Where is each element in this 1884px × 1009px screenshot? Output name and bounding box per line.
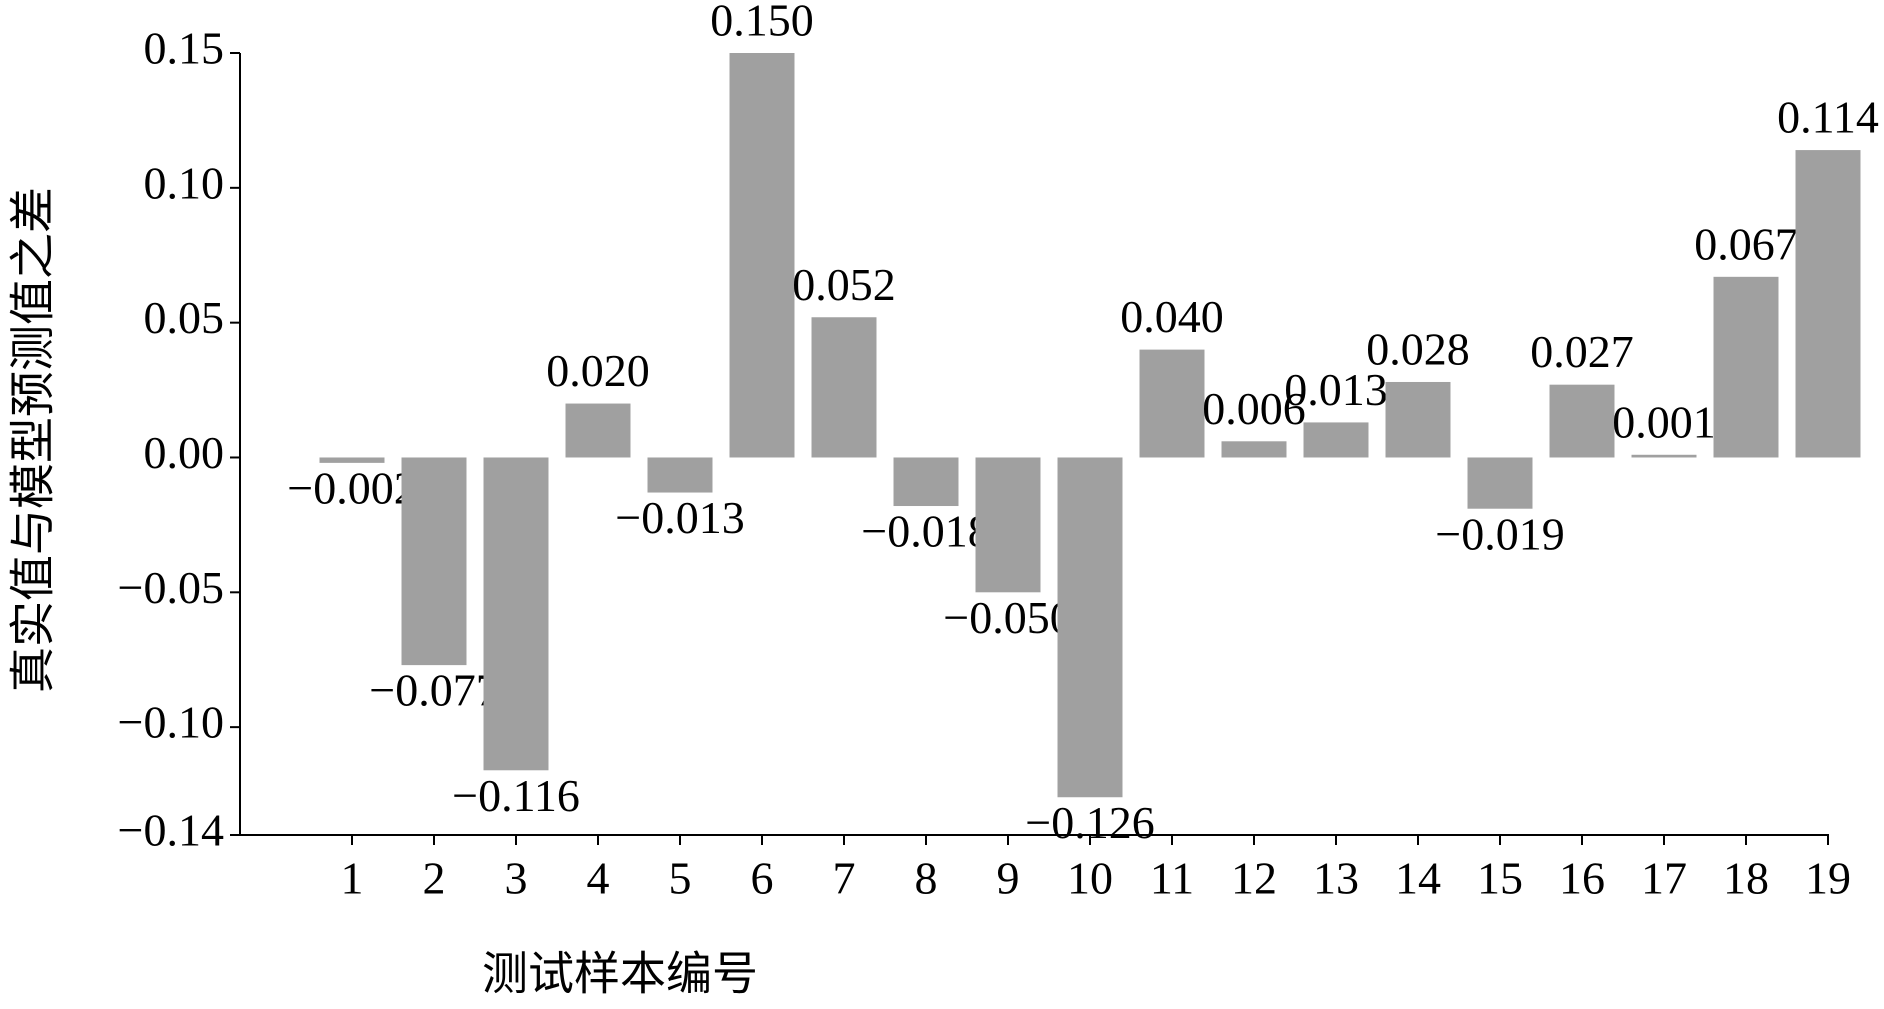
- bar: [893, 457, 959, 507]
- x-tick-label: 19: [1805, 853, 1851, 904]
- bar: [1549, 384, 1615, 458]
- value-label: 0.052: [792, 259, 896, 310]
- value-label: −0.013: [615, 492, 744, 543]
- x-tick-label: 10: [1067, 853, 1113, 904]
- value-label: −0.018: [861, 506, 990, 557]
- bar: [1057, 457, 1123, 798]
- x-tick-label: 5: [669, 853, 692, 904]
- bar: [1221, 441, 1287, 458]
- bar: [1631, 454, 1697, 458]
- x-tick-label: 18: [1723, 853, 1769, 904]
- bar: [811, 317, 877, 458]
- value-label: 0.027: [1530, 326, 1634, 377]
- bar: [1467, 457, 1533, 509]
- bar: [483, 457, 549, 771]
- bar: [729, 53, 795, 458]
- y-tick-label: −0.05: [118, 562, 224, 613]
- bar: [319, 457, 385, 463]
- bar: [565, 403, 631, 458]
- x-tick-label: 1: [341, 853, 364, 904]
- value-label: −0.050: [943, 592, 1072, 643]
- value-label: 0.001: [1612, 396, 1716, 447]
- bar: [401, 457, 467, 666]
- bar: [1713, 276, 1779, 458]
- y-tick-label: 0.05: [144, 292, 225, 343]
- x-tick-label: 14: [1395, 853, 1441, 904]
- value-label: −0.002: [287, 462, 416, 513]
- value-label: 0.006: [1202, 383, 1306, 434]
- bar: [1385, 381, 1451, 458]
- bar: [1303, 422, 1369, 458]
- value-label: −0.077: [369, 665, 498, 716]
- y-tick-label: −0.10: [118, 697, 224, 748]
- x-tick-label: 15: [1477, 853, 1523, 904]
- y-tick-label: 0.10: [144, 157, 225, 208]
- x-tick-label: 8: [915, 853, 938, 904]
- x-axis-title: 测试样本编号: [482, 949, 758, 1000]
- bar: [975, 457, 1041, 593]
- value-label: 0.114: [1777, 92, 1879, 143]
- x-tick-label: 12: [1231, 853, 1277, 904]
- y-tick-label: 0.15: [144, 23, 225, 74]
- y-tick-label: −0.14: [118, 805, 224, 856]
- x-tick-label: 16: [1559, 853, 1605, 904]
- value-label: 0.020: [546, 345, 650, 396]
- bar: [1795, 150, 1861, 458]
- value-label: 0.028: [1366, 324, 1470, 375]
- x-tick-label: 13: [1313, 853, 1359, 904]
- value-label: −0.126: [1025, 797, 1154, 848]
- value-label: 0.067: [1694, 218, 1798, 269]
- y-tick-label: 0.00: [144, 427, 225, 478]
- x-tick-label: 3: [505, 853, 528, 904]
- x-tick-label: 17: [1641, 853, 1687, 904]
- x-tick-label: 2: [423, 853, 446, 904]
- value-label: −0.116: [452, 770, 580, 821]
- y-axis-title: 真实值与模型预测值之差: [8, 187, 59, 693]
- value-label: 0.013: [1284, 364, 1388, 415]
- value-label: 0.040: [1120, 291, 1224, 342]
- x-tick-label: 11: [1150, 853, 1194, 904]
- x-tick-label: 4: [587, 853, 610, 904]
- x-tick-label: 9: [997, 853, 1020, 904]
- x-tick-label: 7: [833, 853, 856, 904]
- bar: [647, 457, 713, 493]
- value-label: −0.019: [1435, 508, 1564, 559]
- value-label: 0.150: [710, 0, 814, 46]
- x-tick-label: 6: [751, 853, 774, 904]
- bar: [1139, 349, 1205, 458]
